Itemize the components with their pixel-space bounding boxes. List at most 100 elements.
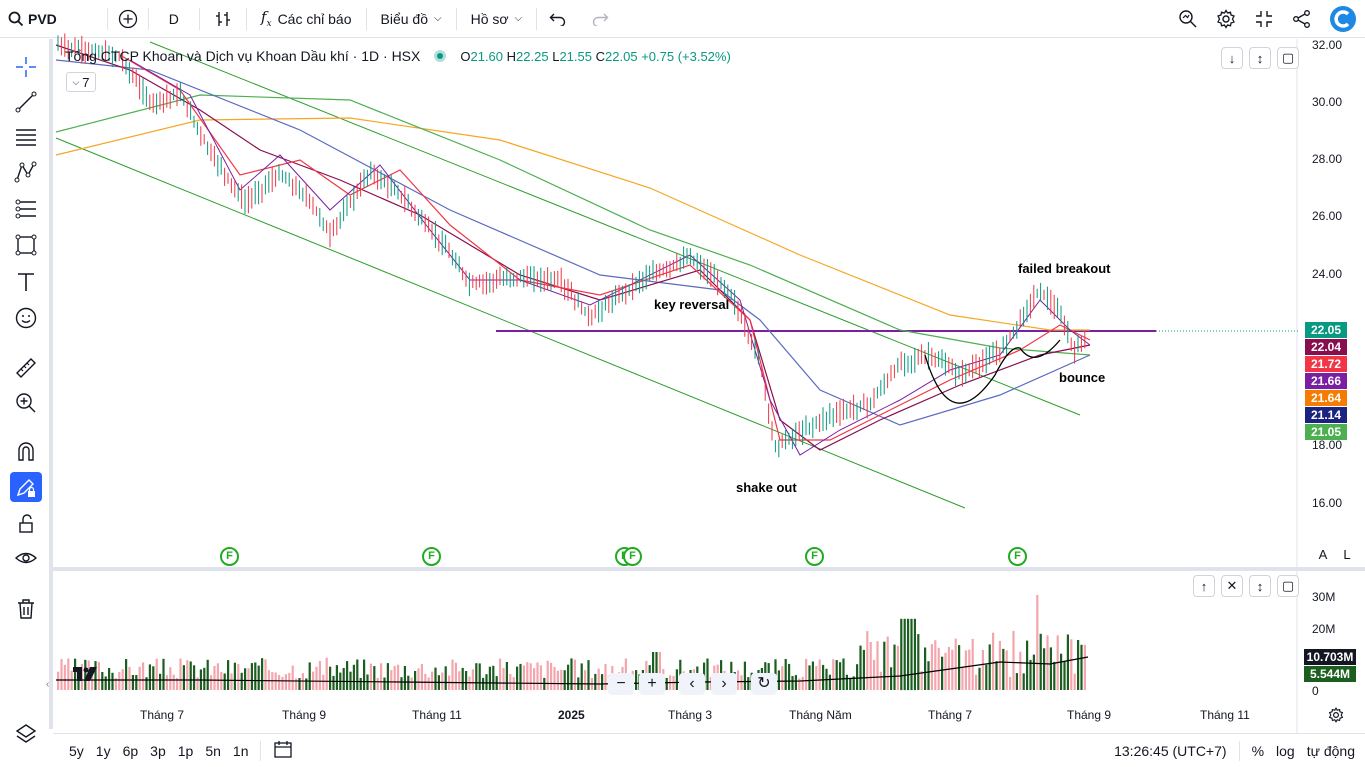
volume-bar xyxy=(526,662,529,690)
prediction-tool[interactable] xyxy=(10,194,42,224)
compare-button[interactable] xyxy=(108,0,148,38)
fib-tool[interactable] xyxy=(10,122,42,152)
volume-bar xyxy=(329,666,332,690)
financials-event-icon[interactable]: F xyxy=(623,547,642,566)
chart-type-menu[interactable]: Biểu đồ ⌵ xyxy=(367,0,456,38)
settings-button[interactable] xyxy=(1207,0,1245,38)
remove-tool[interactable] xyxy=(10,594,42,624)
range-1y[interactable]: 1y xyxy=(95,742,111,759)
fullscreen-button[interactable] xyxy=(1245,0,1283,38)
auto-scale-button[interactable]: A xyxy=(1312,543,1334,565)
volume-bar xyxy=(172,674,175,690)
share-button[interactable] xyxy=(1283,0,1321,38)
brand-logo[interactable] xyxy=(1321,0,1365,38)
object-tree-button[interactable] xyxy=(10,719,42,749)
collapse-pane-button[interactable]: ↕ xyxy=(1249,47,1271,69)
volume-bar xyxy=(964,650,967,690)
volume-bar xyxy=(859,645,862,690)
volume-bar xyxy=(210,675,213,690)
measure-tool[interactable] xyxy=(10,353,42,383)
profile-menu[interactable]: Hồ sơ ⌵ xyxy=(457,0,537,38)
zoom-tool[interactable] xyxy=(10,388,42,418)
financials-event-icon[interactable]: F xyxy=(1008,547,1027,566)
volume-bar xyxy=(108,668,111,690)
quick-search-button[interactable] xyxy=(1169,0,1207,38)
volume-bar xyxy=(505,662,508,690)
maximize-pane-button[interactable]: ▢ xyxy=(1277,575,1299,597)
volume-bar xyxy=(1029,659,1032,690)
zoom-in-button[interactable]: + xyxy=(639,673,665,695)
auto-toggle[interactable]: tự động xyxy=(1306,742,1355,759)
goto-date-button[interactable] xyxy=(267,740,299,761)
volume-bar xyxy=(740,675,743,690)
price-chart[interactable] xyxy=(0,0,1365,733)
volume-bar xyxy=(213,665,216,690)
range-1m[interactable]: 1p xyxy=(177,742,194,759)
trendline-icon xyxy=(15,91,37,113)
range-6m[interactable]: 6p xyxy=(122,742,139,759)
collapse-panel-icon[interactable]: ‹ xyxy=(46,679,50,690)
trendline-tool[interactable] xyxy=(10,87,42,117)
volume-tick: 0 xyxy=(1312,684,1319,698)
volume-bar xyxy=(706,658,709,690)
scroll-left-button[interactable]: ‹ xyxy=(679,673,705,695)
shape-tool[interactable] xyxy=(10,230,42,260)
range-5y[interactable]: 5y xyxy=(69,742,84,759)
maximize-pane-button[interactable]: ▢ xyxy=(1277,47,1299,69)
divider xyxy=(245,7,247,30)
hide-tool[interactable] xyxy=(10,543,42,573)
text-tool[interactable] xyxy=(10,267,42,297)
share-icon xyxy=(1293,10,1310,28)
move-up-button[interactable]: ↑ xyxy=(1193,575,1215,597)
collapse-pane-button[interactable]: ↕ xyxy=(1249,575,1271,597)
range-1d[interactable]: 1n xyxy=(232,742,249,759)
volume-bar xyxy=(169,667,172,690)
zoom-out-button[interactable]: − xyxy=(608,673,634,695)
volume-bar xyxy=(444,666,447,690)
range-3m[interactable]: 3p xyxy=(150,742,166,759)
volume-bar xyxy=(533,668,536,690)
pattern-tool[interactable] xyxy=(10,157,42,187)
log-scale-button[interactable]: L xyxy=(1336,543,1358,565)
close-pane-button[interactable]: ✕ xyxy=(1221,575,1243,597)
volume-bar xyxy=(346,661,349,690)
volume-bar xyxy=(196,677,199,690)
divider xyxy=(455,7,457,30)
indicators-button[interactable]: fx Các chỉ báo xyxy=(247,0,366,38)
annotation-shake-out[interactable]: shake out xyxy=(736,480,797,495)
time-tick: Tháng 7 xyxy=(140,708,185,722)
lock-tool[interactable] xyxy=(10,509,42,539)
financials-event-icon[interactable]: F xyxy=(422,547,441,566)
percent-toggle[interactable]: % xyxy=(1251,742,1265,759)
volume-bar xyxy=(879,671,882,690)
undo-button[interactable] xyxy=(537,0,579,38)
reset-chart-button[interactable]: ↻ xyxy=(751,673,777,695)
financials-event-icon[interactable]: F xyxy=(220,547,239,566)
annotation-bounce[interactable]: bounce xyxy=(1059,370,1106,385)
crosshair-tool[interactable] xyxy=(10,52,42,82)
annotation-key-reversal[interactable]: key reversal xyxy=(654,297,730,312)
scroll-right-button[interactable]: › xyxy=(711,673,737,695)
keep-drawing-tool[interactable] xyxy=(10,472,42,502)
volume-bar xyxy=(839,662,842,690)
bar-style-button[interactable] xyxy=(200,0,246,38)
divider xyxy=(536,7,538,30)
emoji-tool[interactable] xyxy=(10,303,42,333)
volume-bar xyxy=(502,667,505,690)
interval-button[interactable]: D xyxy=(168,10,179,27)
legend-collapse-toggle[interactable]: ⌵ 7 xyxy=(66,72,96,92)
annotation-failed-breakout[interactable]: failed breakout xyxy=(1018,261,1111,276)
fx-icon: fx xyxy=(260,8,272,29)
chart-settings-button[interactable] xyxy=(1328,707,1344,728)
tradingview-logo[interactable] xyxy=(72,665,98,688)
move-down-button[interactable]: ↓ xyxy=(1221,47,1243,69)
range-5d[interactable]: 5n xyxy=(205,742,221,759)
redo-button[interactable] xyxy=(579,0,621,38)
magnet-tool[interactable] xyxy=(10,437,42,467)
symbol-search[interactable]: PVD xyxy=(0,0,67,38)
volume-bar xyxy=(257,665,260,690)
financials-event-icon[interactable]: F xyxy=(805,547,824,566)
zoom-in-icon xyxy=(16,393,36,413)
clock-timezone[interactable]: 13:26:45 (UTC+7) xyxy=(1114,742,1227,759)
log-toggle[interactable]: log xyxy=(1276,742,1295,759)
